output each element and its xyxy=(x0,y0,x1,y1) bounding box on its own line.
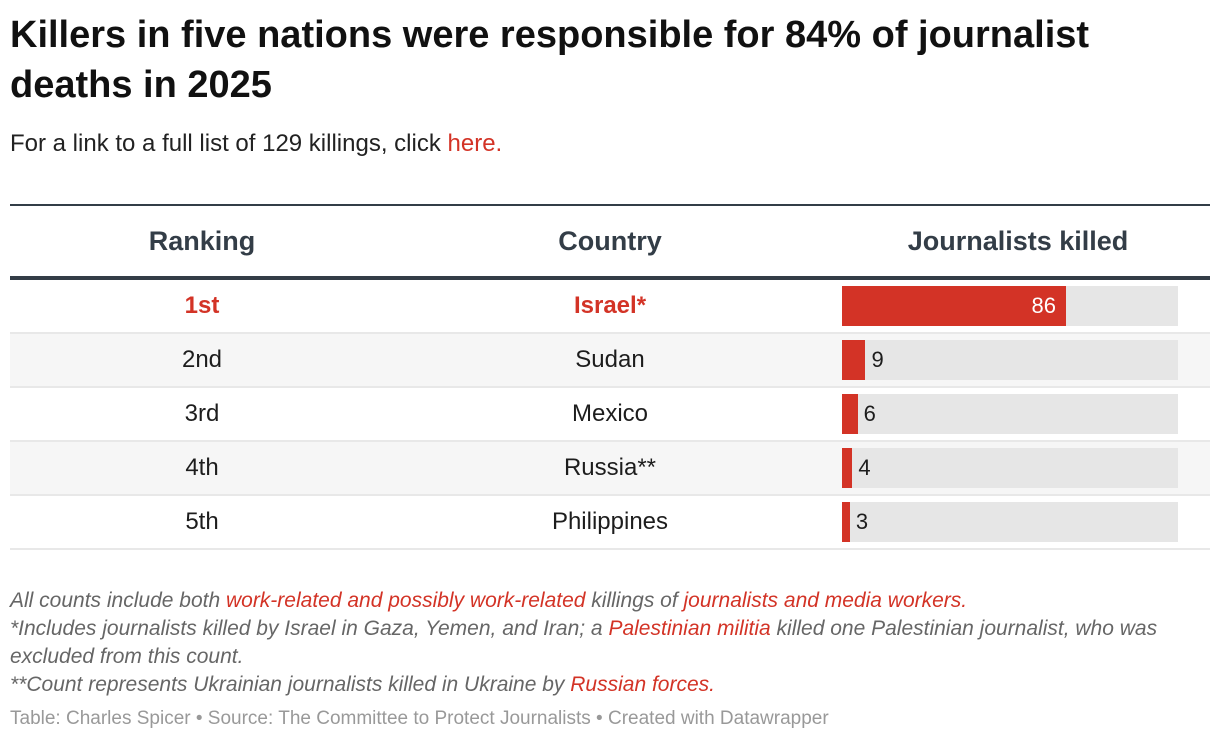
subtitle-text: For a link to a full list of 129 killing… xyxy=(10,130,448,157)
header-ranking[interactable]: Ranking xyxy=(148,225,256,256)
bar xyxy=(842,394,858,434)
bar xyxy=(842,340,866,380)
country-cell: Russia** xyxy=(563,454,657,481)
table-row: 1st Israel* 86 xyxy=(10,280,1210,334)
rank-cell: 1st xyxy=(184,292,220,319)
note-text: **Count represents Ukrainian journalists… xyxy=(10,673,571,696)
full-list-link[interactable]: here. xyxy=(447,130,503,157)
ranking-table: Ranking Country Journalists killed 1st Is… xyxy=(10,204,1210,550)
bar-track: 3 xyxy=(842,502,1178,542)
footnotes: All counts include both work-related and… xyxy=(10,587,1210,699)
header-journalists-killed[interactable]: Journalists killed xyxy=(907,225,1129,256)
note-text: *Includes journalists killed by Israel i… xyxy=(10,617,609,640)
table-row: 3rd Mexico 6 xyxy=(10,388,1210,442)
killed-cell: 9 xyxy=(826,334,1210,386)
bar-value-label: 6 xyxy=(863,401,876,426)
bar xyxy=(842,448,853,488)
note-text: All counts include both xyxy=(10,589,226,612)
country-cell: Sudan xyxy=(575,346,645,373)
table-row: 4th Russia** 4 xyxy=(10,442,1210,496)
header-country[interactable]: Country xyxy=(558,225,662,256)
bar-value-label: 4 xyxy=(858,455,871,480)
bar xyxy=(842,286,1066,326)
bar-track: 9 xyxy=(842,340,1178,380)
credit-footer: Table: Charles Spicer • Source: The Comm… xyxy=(10,708,829,729)
note-link[interactable]: journalists and media workers. xyxy=(683,589,968,612)
note-text: killings of xyxy=(585,589,684,612)
note-link[interactable]: work-related and possibly work-related xyxy=(225,589,586,612)
rank-cell: 2nd xyxy=(181,346,223,373)
bar-value-label: 3 xyxy=(855,509,869,534)
table-header: Ranking Country Journalists killed xyxy=(10,204,1210,280)
table-row: 5th Philippines 3 xyxy=(10,496,1210,550)
chart-title: Killers in five nations were responsible… xyxy=(10,14,1090,106)
bar xyxy=(842,502,850,542)
note-link[interactable]: Palestinian militia xyxy=(608,617,771,640)
killed-cell: 4 xyxy=(826,442,1210,494)
bar-value-label: 9 xyxy=(871,347,884,372)
rank-cell: 3rd xyxy=(184,400,220,427)
rank-cell: 4th xyxy=(185,454,219,481)
bar-track: 6 xyxy=(842,394,1178,434)
bar-value-label: 86 xyxy=(1031,293,1056,318)
killed-cell: 86 xyxy=(826,280,1210,332)
note-link[interactable]: Russian forces. xyxy=(570,673,715,696)
country-cell: Mexico xyxy=(571,400,649,427)
country-cell: Philippines xyxy=(551,508,669,535)
rank-cell: 5th xyxy=(185,508,219,535)
killed-cell: 3 xyxy=(826,496,1210,548)
table-row: 2nd Sudan 9 xyxy=(10,334,1210,388)
note-2: *Includes journalists killed by Israel i… xyxy=(10,615,1210,671)
subtitle: For a link to a full list of 129 killing… xyxy=(10,130,502,158)
bar-track: 86 xyxy=(842,286,1178,326)
note-text: killed one Palestinian journalist, who w… xyxy=(10,617,1158,668)
note-1: All counts include both work-related and… xyxy=(10,587,1210,615)
bar-track: 4 xyxy=(842,448,1178,488)
country-cell: Israel* xyxy=(573,292,647,319)
killed-cell: 6 xyxy=(826,388,1210,440)
note-3: **Count represents Ukrainian journalists… xyxy=(10,671,1210,699)
